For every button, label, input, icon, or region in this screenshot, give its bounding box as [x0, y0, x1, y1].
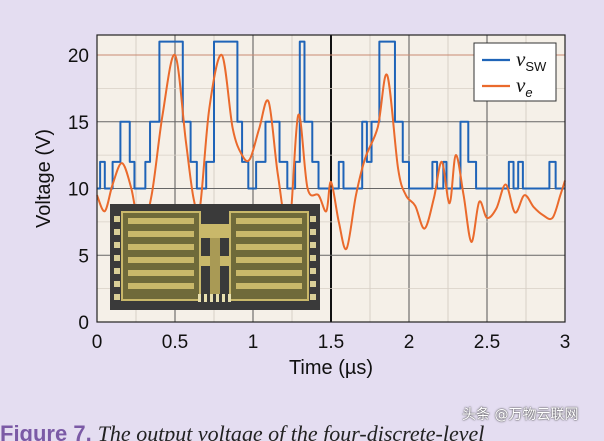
chip-trace [128, 244, 194, 250]
x-tick-label: 0 [92, 332, 103, 353]
series-line-v_sw [97, 40, 565, 190]
chip-bond-wire [228, 294, 231, 302]
chip-trace [128, 231, 194, 237]
y-tick-label: 5 [78, 246, 89, 267]
chip-pad [114, 216, 120, 222]
series-layer [96, 40, 566, 251]
legend-box [473, 42, 557, 102]
y-tick-label: 15 [68, 113, 89, 134]
chip-trace [236, 218, 302, 224]
chip-pad [114, 255, 120, 261]
x-axis-label: Time (µs) [289, 357, 373, 379]
chip-pad [114, 268, 120, 274]
chip-trace [236, 270, 302, 276]
figure-label: Figure 7. [0, 421, 92, 441]
chip-trace [236, 244, 302, 250]
chip-pad [114, 242, 120, 248]
legend-label-main: v [516, 73, 526, 97]
figure-caption: Figure 7. The output voltage of the four-… [0, 421, 604, 441]
legend-label-main: v [516, 47, 526, 71]
chip-pad [114, 229, 120, 235]
x-tick-label: 1.5 [318, 332, 344, 353]
chip-pad [310, 229, 316, 235]
chip-pad [310, 268, 316, 274]
chip-bond-wire [222, 294, 225, 302]
chip-bond-wire [216, 294, 219, 302]
legend-label-sub: SW [525, 59, 547, 74]
chip-trace [128, 270, 194, 276]
watermark: 头条 @万物云联网 [462, 407, 579, 423]
chip-pad [310, 255, 316, 261]
chip-trace [128, 257, 194, 263]
x-tick-label: 0.5 [162, 332, 188, 353]
x-tick-label: 3 [560, 332, 571, 353]
legend-label-v_e: ve [516, 73, 533, 100]
chip-pad [310, 294, 316, 300]
x-tick-label: 2 [404, 332, 415, 353]
y-tick-label: 0 [78, 313, 89, 334]
chip-trace [128, 218, 194, 224]
chip-bond-wire [198, 294, 201, 302]
legend-label-v_sw: vSW [516, 47, 547, 74]
chip-pad [310, 216, 316, 222]
chip-pad [310, 281, 316, 287]
y-tick-label: 10 [68, 180, 89, 201]
caption-text: The output voltage of the four-discrete-… [97, 421, 485, 441]
chip-bond-wire [204, 294, 207, 302]
plot-frame [96, 34, 566, 323]
chip-trace [236, 231, 302, 237]
x-tick-labels: 0 0.5 1 1.5 2 2.5 3 [92, 332, 571, 353]
chip-trace [128, 283, 194, 289]
chip-trace [236, 283, 302, 289]
chip-pad [114, 281, 120, 287]
y-axis-label: Voltage (V) [33, 129, 55, 228]
chip-bond-wire [210, 294, 213, 302]
chip-pad [310, 242, 316, 248]
y-tick-labels: 0 5 10 15 20 [68, 46, 89, 334]
legend-label-sub: e [525, 85, 532, 100]
chip-trace [236, 257, 302, 263]
chip-photo-inset [110, 204, 320, 310]
chip-center-trace [210, 238, 220, 294]
chip-bridge [200, 224, 230, 238]
x-tick-label: 2.5 [474, 332, 500, 353]
chip-pad [114, 294, 120, 300]
series-line-v_e [96, 54, 566, 251]
x-tick-label: 1 [248, 332, 259, 353]
y-tick-label: 20 [68, 46, 89, 67]
